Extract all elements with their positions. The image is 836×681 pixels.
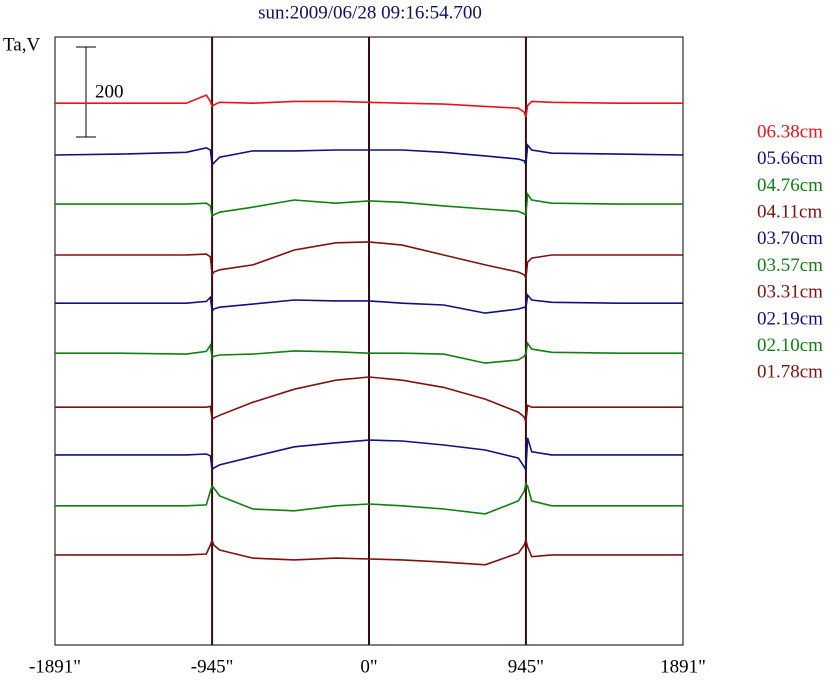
legend-label: 01.78cm (757, 362, 823, 383)
series-line (55, 376, 683, 423)
legend-label: 03.31cm (757, 282, 823, 303)
x-tick-label: -1891" (29, 656, 81, 677)
legend-label: 03.57cm (757, 255, 823, 276)
x-tick-label: 945" (508, 656, 544, 677)
series-line (55, 94, 683, 118)
series-line (55, 341, 683, 364)
legend-label: 05.66cm (757, 148, 823, 169)
scale-bar-label: 200 (95, 81, 124, 102)
chart-title: sun:2009/06/28 09:16:54.700 (258, 2, 482, 23)
series-line (55, 191, 683, 218)
legend-label: 04.11cm (757, 201, 822, 222)
x-tick-label: -945" (191, 656, 234, 677)
legend-label: 06.38cm (757, 121, 823, 142)
legend-label: 04.76cm (757, 175, 823, 196)
series-line (55, 241, 683, 281)
series-line (55, 293, 683, 314)
y-axis-label: Ta,V (3, 34, 40, 55)
series-line (55, 437, 683, 473)
legend-label: 02.19cm (757, 308, 823, 329)
series-line (55, 481, 683, 515)
x-tick-label: 0" (360, 656, 377, 677)
series-line (54, 143, 684, 167)
series-line (55, 537, 683, 566)
legend-label: 02.10cm (757, 335, 823, 356)
legend-label: 03.70cm (757, 228, 823, 249)
x-tick-label: 1891" (660, 656, 706, 677)
